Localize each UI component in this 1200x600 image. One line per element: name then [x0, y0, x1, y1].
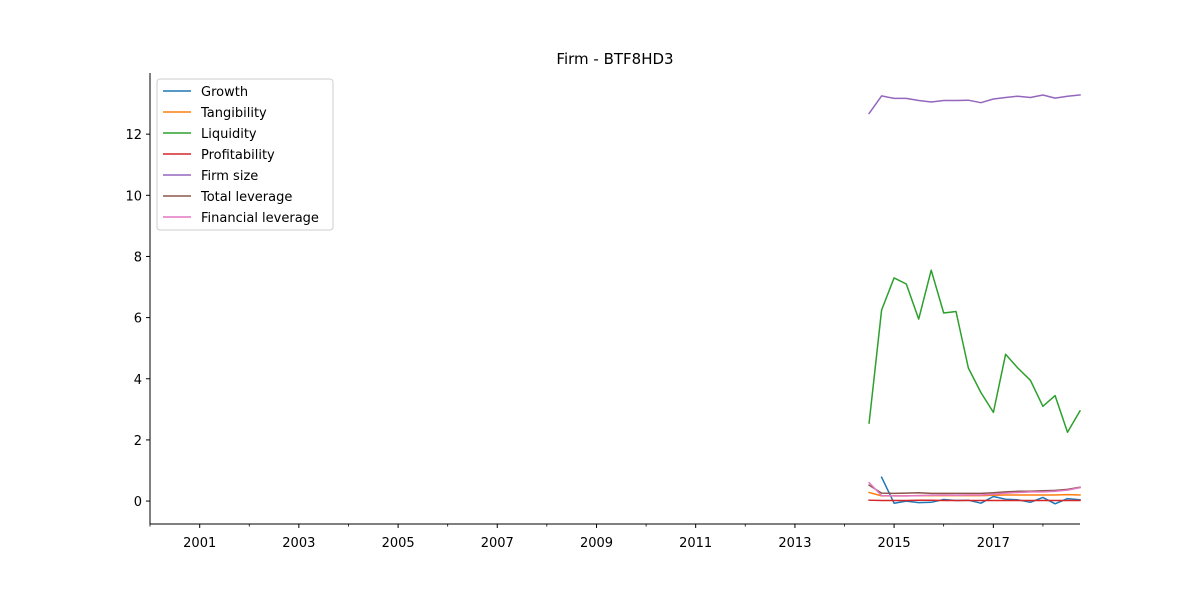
y-tick-label: 12 [125, 128, 142, 143]
x-tick-label: 2007 [481, 536, 514, 551]
series-line-financial-leverage [868, 481, 1081, 497]
legend-label-growth: Growth [201, 85, 248, 100]
legend-label-total-leverage: Total leverage [200, 190, 292, 205]
legend-label-financial-leverage: Financial leverage [201, 211, 319, 226]
legend-label-firm-size: Firm size [201, 169, 258, 184]
axes-layer: 0 2 4 6 8 10 12 2001 2003 2005 2007 2009 2011 2013 201… [125, 73, 1080, 551]
series-line-firm-size [868, 94, 1081, 115]
legend-frame [156, 78, 334, 231]
y-tick-label: 6 [134, 312, 142, 327]
x-tick-label: 2003 [282, 536, 315, 551]
x-tick-label: 2017 [977, 536, 1010, 551]
legend-label-liquidity: Liquidity [201, 127, 257, 142]
y-tick-label: 0 [134, 495, 142, 510]
x-tick-label: 2011 [679, 536, 712, 551]
legend-label-tangibility: Tangibility [200, 106, 267, 121]
series-line-liquidity [868, 269, 1082, 434]
series-line-growth [880, 476, 1081, 505]
x-tick-label: 2005 [382, 536, 415, 551]
series-layer [868, 94, 1082, 505]
x-tick-label: 2013 [778, 536, 811, 551]
legend-items: Growth Tangibility Liquidity Profitability F… [163, 85, 319, 226]
x-tick-label: 2009 [580, 536, 613, 551]
x-tick-label: 2015 [878, 536, 911, 551]
x-tick-label: 2001 [183, 536, 216, 551]
y-tick-label: 2 [134, 434, 142, 449]
series-line-total-leverage [868, 484, 1081, 495]
y-tick-label: 10 [125, 189, 142, 204]
legend: Growth Tangibility Liquidity Profitability F… [156, 78, 334, 231]
legend-label-profitability: Profitability [201, 148, 275, 163]
chart-title: Firm - BTF8HD3 [556, 50, 673, 68]
y-tick-label: 8 [134, 250, 142, 265]
y-tick-label: 4 [134, 373, 142, 388]
